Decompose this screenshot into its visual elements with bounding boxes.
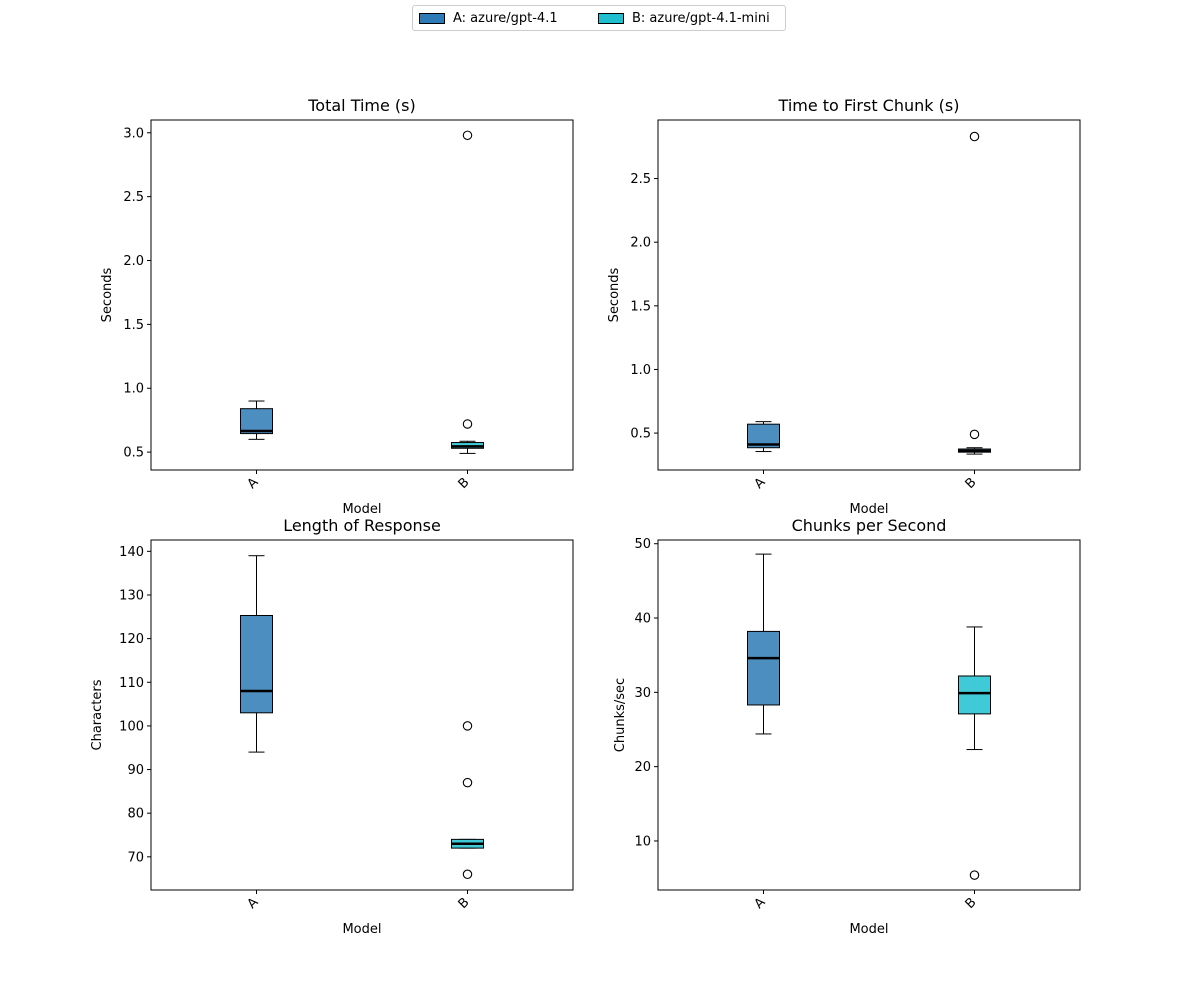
chart-title: Length of Response xyxy=(283,516,441,535)
x-axis-label: Model xyxy=(849,922,888,937)
y-tick-label: 20 xyxy=(634,760,651,775)
y-axis-label: Seconds xyxy=(607,267,622,322)
outlier-point xyxy=(462,869,473,880)
box-B xyxy=(958,626,991,880)
y-tick-label: 0.5 xyxy=(630,427,651,442)
x-tick-label: A xyxy=(752,895,769,912)
box-A xyxy=(240,555,273,753)
x-tick-label: A xyxy=(752,475,769,492)
legend-label-b: B: azure/gpt-4.1-mini xyxy=(632,11,770,26)
outlier-point xyxy=(462,777,473,788)
legend-swatch-a xyxy=(419,13,445,24)
chart-panel-3: Length of Response 70 80 90 100 110 120 130 140 C… xyxy=(90,516,574,937)
outlier-point xyxy=(462,721,473,731)
x-tick-label: B xyxy=(963,895,980,912)
outlier-point xyxy=(969,870,980,880)
y-axis-label: Seconds xyxy=(100,267,115,322)
chart-title: Time to First Chunk (s) xyxy=(778,96,960,115)
y-axis-label: Chunks/sec xyxy=(613,678,628,752)
chart-panel-4: Chunks per Second 10 20 30 40 50 Chunks/sec A B M… xyxy=(613,516,1081,937)
x-tick-label: B xyxy=(456,895,473,912)
box-B xyxy=(958,131,991,455)
y-tick-label: 30 xyxy=(634,686,651,701)
x-tick-label: B xyxy=(963,475,980,492)
y-tick-label: 1.5 xyxy=(123,318,144,333)
y-tick-label: 100 xyxy=(119,719,144,734)
x-tick-label: A xyxy=(245,475,262,492)
y-tick-label: 70 xyxy=(127,850,144,865)
y-tick-label: 130 xyxy=(119,588,144,603)
legend-label-a: A: azure/gpt-4.1 xyxy=(453,11,558,26)
chart-title: Total Time (s) xyxy=(307,96,416,115)
box-A xyxy=(240,400,273,440)
y-tick-label: 0.5 xyxy=(123,446,144,461)
chart-panel-1: Total Time (s) 0.5 1.0 1.5 2.0 2.5 3.0 Seconds A… xyxy=(100,96,574,517)
box-iqr xyxy=(747,630,780,706)
outlier-point xyxy=(462,419,473,429)
x-axis-label: Model xyxy=(849,502,888,517)
y-tick-label: 110 xyxy=(119,676,144,691)
legend-item-b: B: azure/gpt-4.1-mini xyxy=(598,11,770,26)
box-iqr xyxy=(240,408,273,435)
y-tick-label: 140 xyxy=(119,545,144,560)
axes-frame xyxy=(150,539,574,891)
box-A xyxy=(747,421,780,453)
axes-frame xyxy=(150,119,574,471)
box-A xyxy=(747,553,780,735)
legend-swatch-b xyxy=(598,13,624,24)
y-tick-label: 2.5 xyxy=(630,172,651,187)
x-tick-label: B xyxy=(456,475,473,492)
box-B xyxy=(451,721,484,880)
axes-frame xyxy=(657,119,1081,471)
outlier-point xyxy=(969,429,980,440)
y-tick-label: 1.5 xyxy=(630,299,651,314)
box-iqr xyxy=(958,675,991,715)
y-tick-label: 2.5 xyxy=(123,190,144,205)
y-tick-label: 80 xyxy=(127,807,144,822)
legend: A: azure/gpt-4.1 B: azure/gpt-4.1-mini xyxy=(412,5,786,31)
x-axis-label: Model xyxy=(342,922,381,937)
y-tick-label: 40 xyxy=(634,612,651,627)
y-tick-label: 1.0 xyxy=(123,382,144,397)
y-tick-label: 10 xyxy=(634,834,651,849)
outlier-point xyxy=(462,130,473,141)
y-tick-label: 50 xyxy=(634,537,651,552)
y-axis-label: Characters xyxy=(90,679,105,750)
chart-title: Chunks per Second xyxy=(792,516,947,535)
legend-item-a: A: azure/gpt-4.1 xyxy=(419,11,558,26)
y-tick-label: 120 xyxy=(119,632,144,647)
box-B xyxy=(451,130,484,454)
axes-frame xyxy=(657,539,1081,891)
y-tick-label: 90 xyxy=(127,763,144,778)
x-axis-label: Model xyxy=(342,502,381,517)
y-tick-label: 2.0 xyxy=(123,254,144,269)
outlier-point xyxy=(969,131,980,142)
box-iqr xyxy=(747,423,780,449)
y-tick-label: 3.0 xyxy=(123,126,144,141)
box-iqr xyxy=(240,614,273,714)
chart-panel-2: Time to First Chunk (s) 0.5 1.0 1.5 2.0 2.5 Se… xyxy=(607,96,1081,517)
y-tick-label: 2.0 xyxy=(630,236,651,251)
y-tick-label: 1.0 xyxy=(630,363,651,378)
x-tick-label: A xyxy=(245,895,262,912)
